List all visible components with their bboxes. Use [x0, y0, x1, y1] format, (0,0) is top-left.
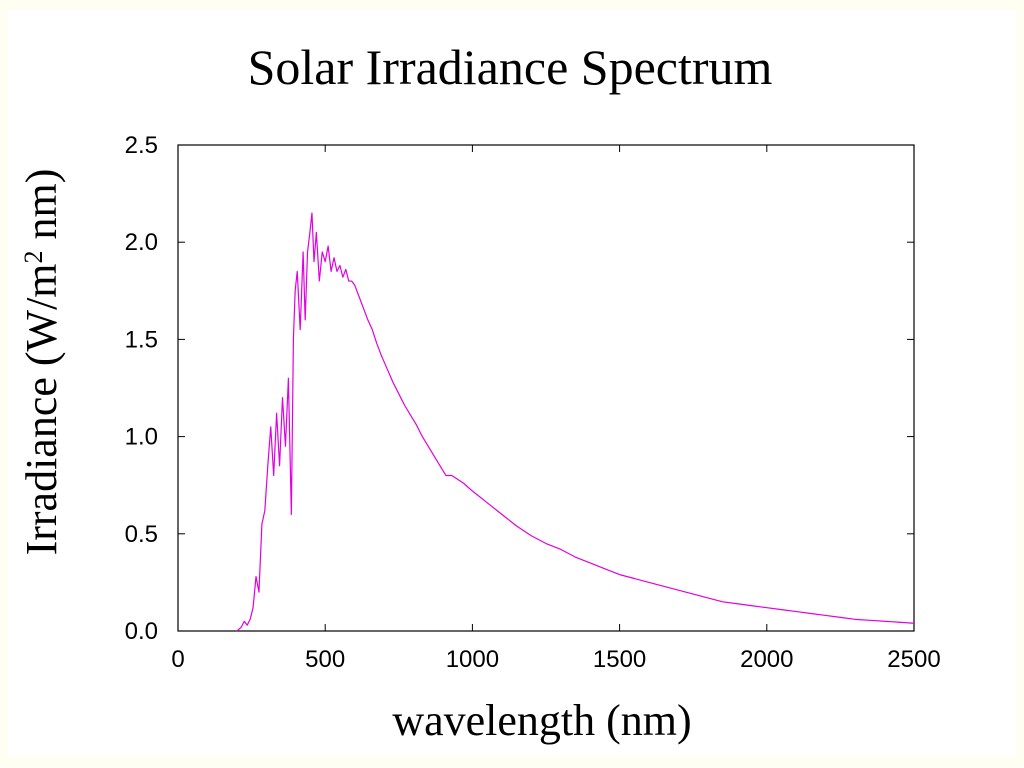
axis-ticks — [177, 144, 915, 632]
x-tick-label: 2000 — [740, 646, 793, 673]
chart-title: Solar Irradiance Spectrum — [248, 39, 773, 95]
y-tick-label: 2.0 — [125, 229, 158, 256]
x-tick-label: 2500 — [887, 646, 940, 673]
y-tick-label: 1.5 — [125, 326, 158, 353]
y-axis-title: Irradiance (W/m2 nm) — [17, 169, 66, 556]
y-tick-label: 0.5 — [125, 521, 158, 548]
series-line — [236, 212, 915, 632]
x-tick-label: 0 — [171, 646, 184, 673]
plot-frame — [177, 144, 915, 632]
x-tick-label: 500 — [305, 646, 345, 673]
y-axis-title-main: Irradiance (W/m — [17, 263, 66, 555]
y-tick-labels: 0.0 0.5 1.0 1.5 2.0 2.5 — [125, 132, 158, 645]
x-tick-label: 1000 — [446, 646, 499, 673]
y-tick-label: 0.0 — [125, 618, 158, 645]
y-axis-title-unit: nm) — [17, 169, 66, 251]
x-axis-title: wavelength (nm) — [392, 696, 691, 745]
x-tick-label: 1500 — [593, 646, 646, 673]
y-tick-label: 1.0 — [125, 424, 158, 451]
y-tick-label: 2.5 — [125, 132, 158, 159]
y-axis-title-superscript: 2 — [19, 250, 48, 263]
x-tick-labels: 0 500 1000 1500 2000 2500 — [171, 646, 940, 673]
